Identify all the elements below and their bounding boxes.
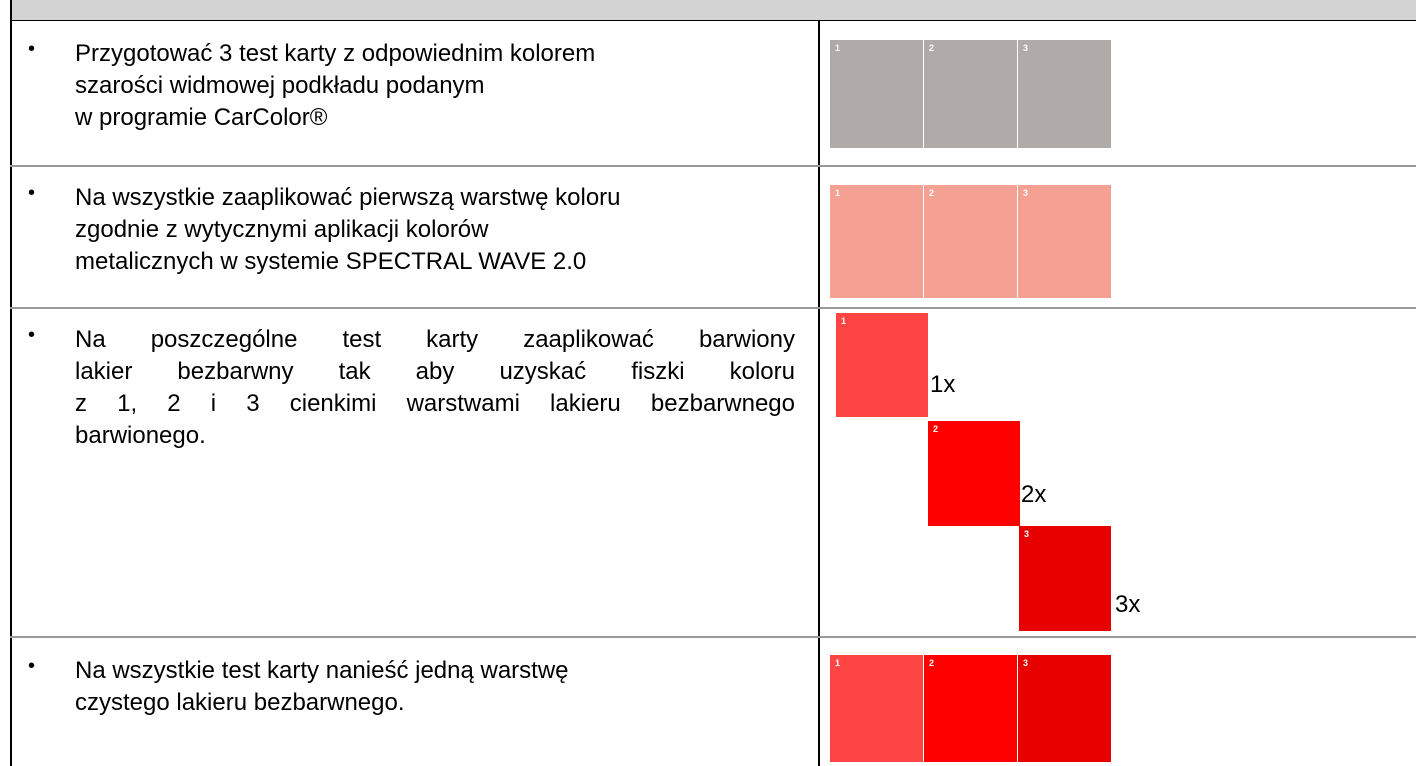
bullet: • — [28, 38, 36, 60]
text-line: Na wszystkie zaaplikować pierwszą warstw… — [75, 184, 621, 211]
test-card: 2 — [924, 40, 1017, 148]
test-card: 3 — [1018, 40, 1111, 148]
bullet: • — [28, 655, 36, 677]
text-line: barwionego. — [75, 422, 206, 449]
test-card: 1 — [830, 655, 923, 762]
coat-count: 1x — [930, 371, 956, 398]
row-divider — [10, 636, 1416, 638]
text-line: z 1, 2 i 3 cienkimi warstwami lakieru be… — [75, 390, 795, 417]
coat-count: 2x — [1021, 481, 1047, 508]
cell-text: Na poszczególne test karty zaaplikować b… — [75, 324, 795, 452]
card-label: 1 — [835, 43, 841, 53]
coat-count: 3x — [1115, 591, 1141, 618]
card-label: 1 — [841, 316, 847, 326]
test-card: 2 — [924, 185, 1017, 298]
card-label: 3 — [1023, 188, 1029, 198]
test-card: 3 — [1018, 655, 1111, 762]
text-line: Na poszczególne test karty zaaplikować b… — [75, 326, 795, 353]
test-card: 1 — [830, 40, 923, 148]
text-line: lakier bezbarwny tak aby uzyskać fiszki … — [75, 358, 795, 385]
border — [10, 0, 12, 766]
card-label: 2 — [929, 658, 935, 668]
header-bar — [10, 0, 1416, 21]
text-line: Przygotować 3 test karty z odpowiednim k… — [75, 40, 596, 67]
text-line: zgodnie z wytycznymi aplikacji kolorów — [75, 216, 489, 243]
text-line: czystego lakieru bezbarwnego. — [75, 689, 405, 716]
card-label: 1 — [835, 658, 841, 668]
card-label: 3 — [1023, 658, 1029, 668]
card-label: 3 — [1024, 529, 1030, 539]
text-line: Na wszystkie test karty nanieść jedną wa… — [75, 657, 569, 684]
text-line: w programie CarColor® — [75, 104, 328, 131]
test-card: 1 — [836, 313, 928, 417]
card-label: 2 — [933, 424, 939, 434]
card-label: 1 — [835, 188, 841, 198]
test-card: 3 — [1018, 185, 1111, 298]
test-card: 3 — [1019, 526, 1111, 631]
card-label: 3 — [1023, 43, 1029, 53]
bullet: • — [28, 182, 36, 204]
test-card: 2 — [924, 655, 1017, 762]
cell-text: Przygotować 3 test karty z odpowiednim k… — [75, 38, 795, 134]
cell-text: Na wszystkie test karty nanieść jedną wa… — [75, 655, 795, 719]
card-label: 2 — [929, 43, 935, 53]
test-card: 1 — [830, 185, 923, 298]
bullet: • — [28, 324, 36, 346]
row-divider — [10, 307, 1416, 309]
cell-text: Na wszystkie zaaplikować pierwszą warstw… — [75, 182, 795, 278]
test-card: 2 — [928, 421, 1020, 526]
text-line: szarości widmowej podkładu podanym — [75, 72, 485, 99]
column-divider — [818, 20, 820, 766]
text-line: metalicznych w systemie SPECTRAL WAVE 2.… — [75, 248, 587, 275]
row-divider — [10, 165, 1416, 167]
card-label: 2 — [929, 188, 935, 198]
